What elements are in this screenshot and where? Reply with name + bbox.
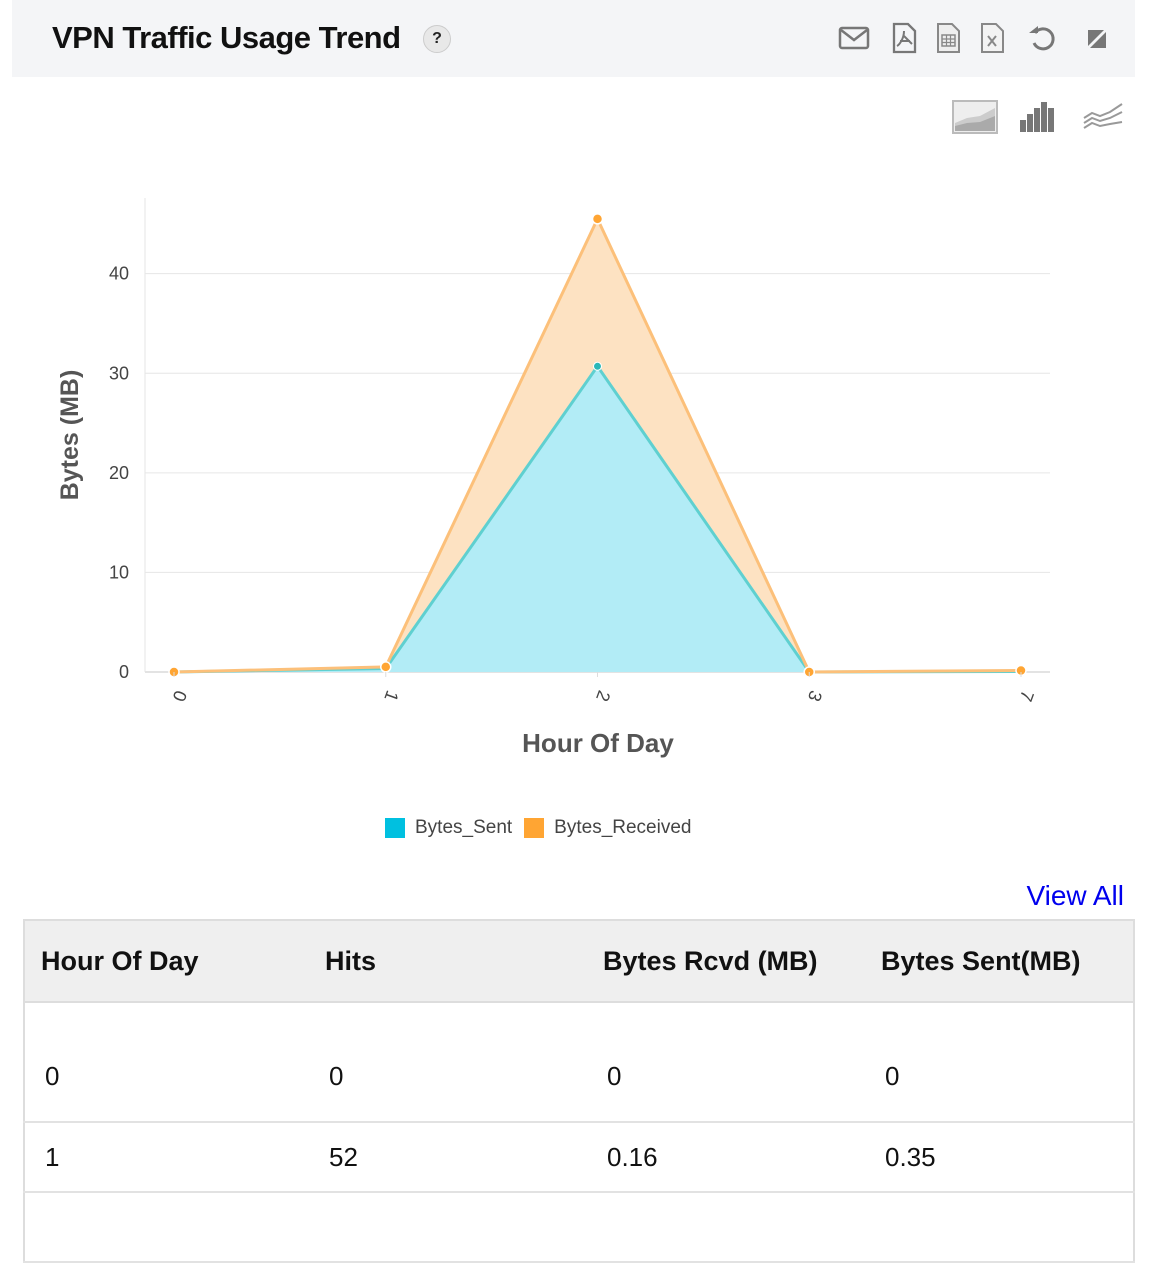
x-tick-label: 0 [169,688,191,704]
table-cell: 0.16 [587,1122,865,1193]
excel-icon[interactable] [976,22,1008,54]
view-all-link[interactable]: View All [1026,880,1124,911]
legend-swatch-bytes-sent [385,818,405,838]
x-axis-title: Hour Of Day [522,728,674,758]
x-tick-label: 3 [804,688,826,704]
x-tick-label: 1 [380,688,402,704]
y-tick-label: 40 [109,264,129,284]
data-table: Hour Of Day Hits Bytes Rcvd (MB) Bytes S… [23,919,1135,1263]
table-cell: 0.35 [865,1122,1134,1193]
y-axis-title: Bytes (MB) [56,370,84,501]
area-chart: 0 10 20 30 40 0 1 2 3 7 Hour Of Day Bytes (MB) [56,198,1050,758]
area-bytes-sent [174,366,1021,672]
envelope-icon[interactable] [838,22,870,54]
collapse-icon[interactable] [1080,22,1112,54]
table-cell: 0 [865,1002,1134,1123]
table-row [24,1192,1134,1263]
y-tick-label: 30 [109,363,129,383]
legend-label-bytes-received[interactable]: Bytes_Received [554,817,692,838]
table-row: 0 0 0 0 [24,1002,1134,1123]
page-title: VPN Traffic Usage Trend [52,20,401,55]
table-row: 1 52 0.16 0.35 [24,1122,1134,1193]
y-tick-label: 0 [119,662,129,682]
panel-header: VPN Traffic Usage Trend ? [12,0,1135,77]
y-tick-label: 10 [109,562,129,582]
legend-swatch-bytes-received [524,818,545,838]
chart-legend: Bytes_Sent Bytes_Received [385,817,691,839]
table-cell: 0 [24,1002,309,1123]
point-bytes-sent [593,361,602,371]
csv-icon[interactable] [932,22,964,54]
refresh-icon[interactable] [1026,22,1058,54]
help-button[interactable]: ? [423,25,451,53]
column-header[interactable]: Bytes Rcvd (MB) [587,919,865,1003]
x-tick-label: 2 [592,688,614,704]
line-chart-icon[interactable] [1080,98,1126,136]
area-chart-icon[interactable] [952,98,998,136]
column-header[interactable]: Hour Of Day [24,919,309,1003]
table-cell: 1 [24,1122,309,1193]
area-bytes-received [174,218,1021,672]
bar-chart-icon[interactable] [1016,98,1062,136]
point-bytes-received [380,661,392,673]
table-cell: 0 [309,1002,587,1123]
point-bytes-received [591,213,604,225]
legend-label-bytes-sent[interactable]: Bytes_Sent [415,817,513,838]
table-cell: 52 [309,1122,587,1193]
pdf-icon[interactable] [888,22,920,54]
column-header[interactable]: Bytes Sent(MB) [865,919,1134,1003]
y-tick-label: 20 [109,463,129,483]
x-tick-label: 7 [1016,688,1038,704]
column-header[interactable]: Hits [309,919,587,1003]
table-cell: 0 [587,1002,865,1123]
